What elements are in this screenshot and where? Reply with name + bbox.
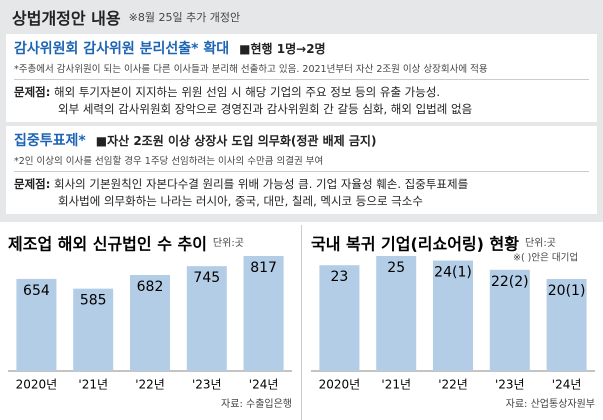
section-title: 감사위원회 감사위원 분리선출* 확대 [14,41,230,57]
x-tick-label: '22년 [438,378,468,392]
source: 자료: 산업통상자원부 [506,397,595,410]
unit-label: 단위:곳 [213,236,244,249]
footnote: *주총에서 감사위원이 되는 이사를 다른 이사들과 분리해 선출하고 있음. … [14,61,589,80]
x-tick-label: '22년 [135,378,165,392]
problem-text: 회사법에 의무화하는 나라는 러시아, 중국, 대만, 칠레, 멕시코 등으로 … [58,194,423,208]
footnote: *2인 이상의 이사를 선임할 경우 1주당 선임하려는 이사의 수만큼 의결권… [14,153,589,172]
bar [489,269,530,371]
section: 집중투표제* ■자산 2조원 이상 상장사 도입 의무화(정관 배제 금지) *2… [6,126,597,214]
section-title: 집중투표제* [14,133,86,149]
value-label: 23 [330,269,348,285]
x-tick-label: 2020년 [319,378,361,392]
bar [73,288,114,371]
header: 상법개정안 내용 ※8월 25일 추가 개정안 [0,0,603,34]
value-label: 585 [80,293,107,309]
value-label: 20(1) [548,283,586,299]
value-label: 817 [250,260,277,276]
x-tick-label: '21년 [381,378,411,392]
value-label: 654 [23,283,50,299]
source: 자료: 수출입은행 [221,397,292,410]
problem-text: 외부 세력의 감사위원회 장악으로 경영진과 감사위원회 간 갈등 심화, 해외… [58,102,473,116]
bar [243,256,284,371]
problem-label: 문제점: [14,85,51,99]
header-title: 상법개정안 내용 [12,9,121,28]
x-tick-label: 2020년 [16,378,58,392]
section-point: ■자산 2조원 이상 상장사 도입 의무화(정관 배제 금지) [95,134,377,148]
bar [376,256,417,371]
x-tick-label: '23년 [192,378,222,392]
bar [130,275,170,371]
section: 감사위원회 감사위원 분리선출* 확대 ■현행 1명→2명 *주총에서 감사위원이… [6,34,597,122]
value-label: 24(1) [434,265,472,281]
value-label: 682 [137,279,164,295]
problem-label: 문제점: [14,177,51,191]
charts: 제조업 해외 신규법인 수 추이 단위:곳 654 2020년 585 '21년 682 '2… [8,225,595,420]
x-tick-label: '21년 [78,378,108,392]
value-label: 22(2) [491,274,529,290]
chart-title: 국내 복귀 기업(리쇼어링) 현황 [311,235,519,254]
bar [433,260,473,371]
bar [319,265,360,371]
problem-text: 해외 투기자본이 지지하는 위원 선임 시 해당 기업의 주요 정보 등의 유출… [54,85,441,99]
section-point: ■현행 1명→2명 [239,42,326,56]
bar [186,266,227,371]
chart-title: 제조업 해외 신규법인 수 추이 [8,235,207,254]
amendment-panel: 상법개정안 내용 ※8월 25일 추가 개정안 감사위원회 감사위원 분리선출*… [0,0,603,222]
header-note: ※8월 25일 추가 개정안 [128,11,241,24]
problem-text: 회사의 기본원칙인 자본다수결 원리를 위배 가능성 큼. 기업 자율성 훼손.… [54,177,469,191]
x-tick-label: '24년 [249,378,279,392]
bar [546,279,587,371]
x-tick-label: '24년 [552,378,582,392]
unit-label: 단위:곳 [525,236,556,249]
bar [16,278,57,371]
value-label: 25 [387,260,405,276]
chart-note: ※( )안은 대기업 [513,252,578,264]
value-label: 745 [193,270,220,286]
x-tick-label: '23년 [495,378,525,392]
